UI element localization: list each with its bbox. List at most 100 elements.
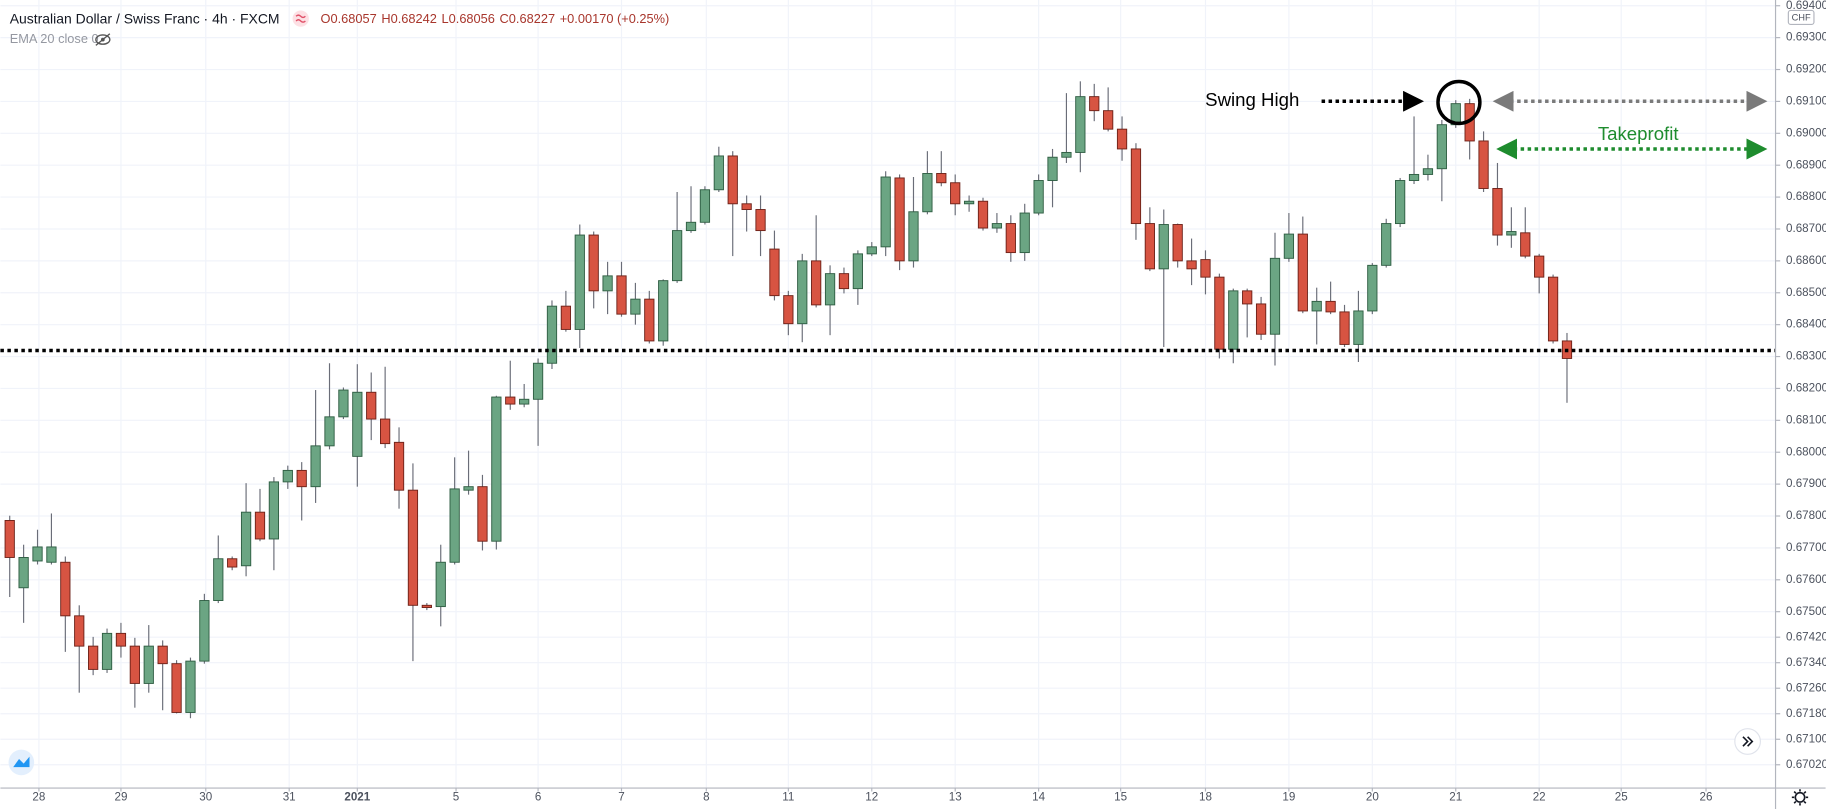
candle-body xyxy=(352,391,363,457)
ohlc-item: O0.68057 xyxy=(321,11,377,26)
candle-body xyxy=(1116,128,1128,150)
candle-body xyxy=(477,486,488,542)
candle-body xyxy=(1436,124,1447,170)
candle-body xyxy=(463,486,474,491)
candle-body xyxy=(908,211,919,262)
candle-body xyxy=(616,275,627,315)
candle-body xyxy=(1353,310,1364,345)
candle-body xyxy=(32,546,43,562)
candle-body xyxy=(1339,311,1350,345)
ohlc-values: O0.68057 H0.68242 L0.68056 C0.68227 +0.00170… xyxy=(321,11,670,26)
candle-body xyxy=(380,418,391,445)
currency-label: CHF xyxy=(1792,12,1811,22)
candle-body xyxy=(1395,180,1406,225)
candle-body xyxy=(1047,156,1058,181)
y-tick-label: 0.68400 xyxy=(1786,318,1826,331)
candle-body xyxy=(1269,257,1281,335)
candle-body xyxy=(950,182,961,205)
y-tick-label: 0.67100 xyxy=(1786,732,1826,745)
grid xyxy=(0,0,1776,789)
y-tick-label: 0.67020 xyxy=(1786,758,1826,771)
candle-body xyxy=(1381,223,1392,266)
y-tick-label: 0.68800 xyxy=(1786,190,1826,203)
candle-body xyxy=(1408,173,1420,181)
logo[interactable] xyxy=(8,749,35,776)
y-tick-label: 0.68700 xyxy=(1786,222,1826,235)
y-tick-label: 0.67500 xyxy=(1786,605,1826,618)
x-tick-label: 15 xyxy=(1114,790,1127,803)
takeprofit-label: Takeprofit xyxy=(1598,123,1680,144)
candle-body xyxy=(1033,180,1044,214)
candle-body xyxy=(1367,264,1378,312)
candle-body xyxy=(880,176,891,248)
x-tick-label: 18 xyxy=(1199,790,1212,803)
overlay: Swing High Takeprofit xyxy=(0,79,1776,353)
candle-body xyxy=(519,398,530,405)
settings-button[interactable] xyxy=(1791,789,1809,806)
x-tick-label: 11 xyxy=(782,790,794,803)
y-tick-label: 0.68300 xyxy=(1786,350,1826,363)
candle-body xyxy=(1422,168,1434,175)
candle-body xyxy=(435,561,446,608)
y-tick-label: 0.67180 xyxy=(1786,707,1826,720)
candle-body xyxy=(1005,223,1016,254)
candle-body xyxy=(838,273,850,290)
candle-body xyxy=(671,230,683,282)
candle-body xyxy=(769,248,780,297)
currency-badge[interactable] xyxy=(1787,9,1815,26)
scroll-to-latest-button[interactable] xyxy=(1734,728,1761,755)
candle-body xyxy=(268,481,280,540)
x-tick-label: 12 xyxy=(865,790,878,803)
candle-body xyxy=(1228,290,1239,350)
candle-body xyxy=(685,221,697,232)
candle-body xyxy=(811,260,822,306)
candle-body xyxy=(491,396,502,542)
candle-body xyxy=(1325,300,1336,313)
candle-body xyxy=(157,645,168,665)
x-tick-label: 29 xyxy=(114,790,127,803)
candle-body xyxy=(213,558,224,601)
candle-body xyxy=(824,273,836,306)
candle-body xyxy=(894,177,905,262)
x-tick-label: 20 xyxy=(1366,790,1379,803)
candle-body xyxy=(727,155,738,205)
candle-body xyxy=(1130,148,1142,225)
y-tick-label: 0.67900 xyxy=(1786,477,1826,490)
candle-body xyxy=(532,362,544,400)
candle-body xyxy=(1506,231,1517,236)
candle-body xyxy=(1492,188,1503,236)
candle-body xyxy=(18,557,29,589)
candle-body xyxy=(254,511,266,540)
axes: 0.69400 0.69300 0.69200 0.69100 0.69000 0.689… xyxy=(32,0,1826,803)
candle-body xyxy=(1242,290,1253,305)
candle-body xyxy=(74,615,85,647)
y-tick-label: 0.68500 xyxy=(1786,286,1826,299)
candle-body xyxy=(1019,212,1030,254)
indicator-hide-icon[interactable] xyxy=(95,33,111,46)
candle-body xyxy=(963,200,975,205)
x-tick-label: 22 xyxy=(1533,790,1546,803)
candle-body xyxy=(755,209,766,232)
candle-body xyxy=(171,663,182,713)
candle-body xyxy=(866,246,877,255)
x-tick-label: 26 xyxy=(1700,790,1713,803)
candle-body xyxy=(1075,96,1086,153)
candle-body xyxy=(296,469,307,488)
ohlc-item: C0.68227 xyxy=(500,11,556,26)
x-tick-label: 30 xyxy=(199,790,212,803)
candle-body xyxy=(574,234,585,330)
candle-body xyxy=(922,173,933,213)
candle-body xyxy=(1158,224,1169,270)
x-tick-label: 13 xyxy=(949,790,962,803)
candle-body xyxy=(1520,232,1531,257)
y-tick-label: 0.69000 xyxy=(1786,126,1826,139)
market-status-glyph xyxy=(295,14,306,23)
x-tick-label: 8 xyxy=(703,790,709,803)
candle-body xyxy=(310,445,321,488)
y-tick-label: 0.69100 xyxy=(1786,94,1826,107)
x-tick-label: 25 xyxy=(1615,790,1628,803)
candle-body xyxy=(1534,255,1545,278)
candle-body xyxy=(1311,300,1322,312)
candles xyxy=(4,81,1573,719)
